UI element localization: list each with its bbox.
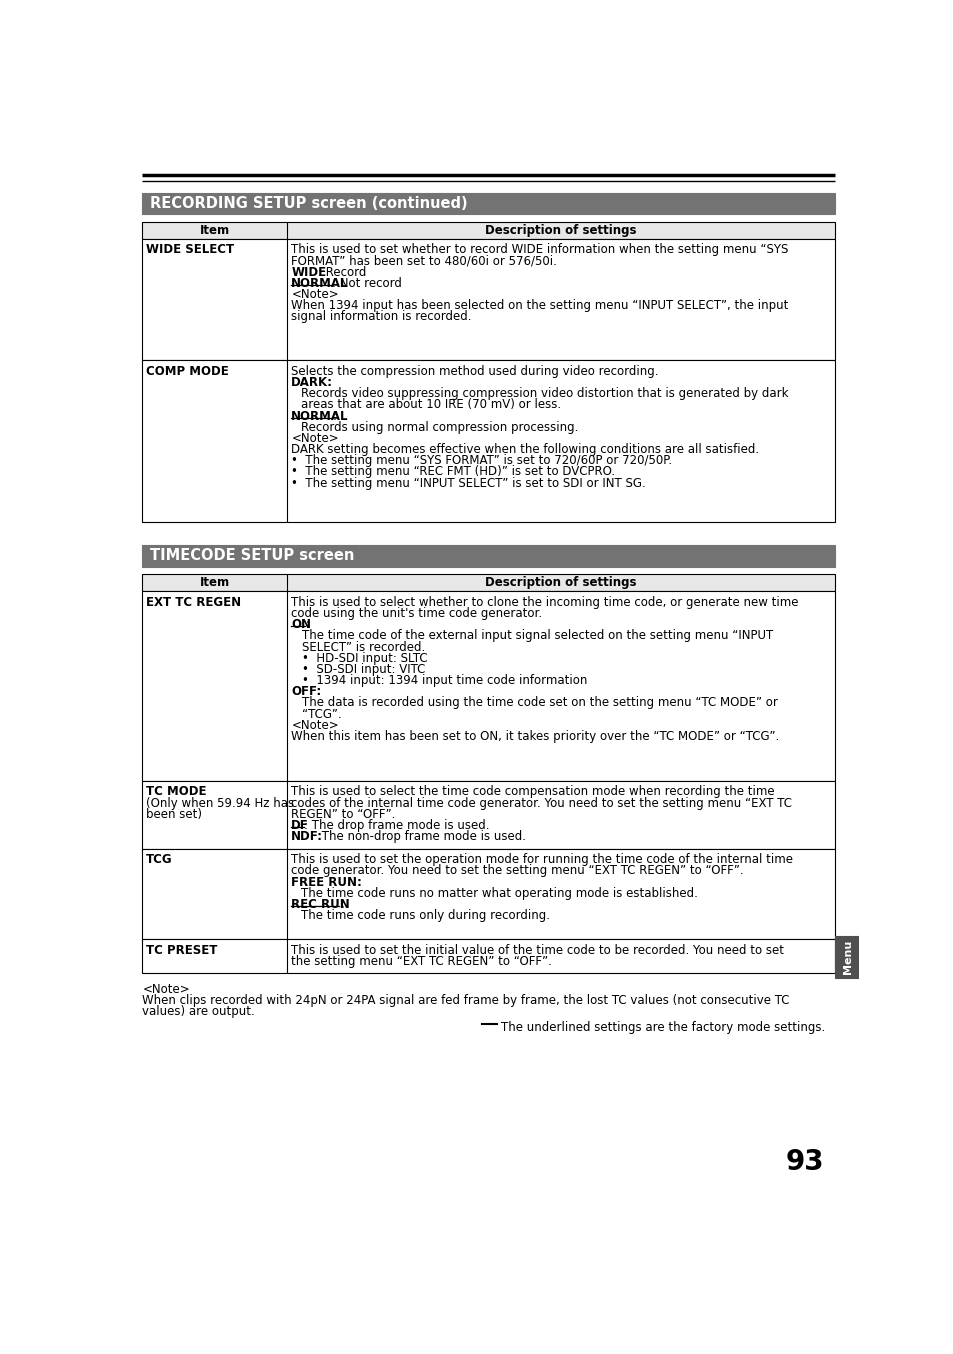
Bar — [142, 849, 835, 940]
Bar — [142, 360, 835, 523]
Text: NORMAL: NORMAL — [291, 276, 349, 290]
Text: FORMAT” has been set to 480/60i or 576/50i.: FORMAT” has been set to 480/60i or 576/5… — [291, 255, 557, 268]
Bar — [142, 222, 835, 238]
Text: <Note>: <Note> — [291, 719, 338, 731]
Text: Selects the compression method used during video recording.: Selects the compression method used duri… — [291, 366, 659, 378]
Text: ON: ON — [291, 619, 311, 631]
Bar — [142, 546, 835, 567]
Bar — [142, 238, 835, 360]
Text: Menu: Menu — [841, 940, 852, 974]
Text: OFF:: OFF: — [291, 685, 321, 699]
Text: EXT TC REGEN: EXT TC REGEN — [146, 596, 241, 609]
Text: TC MODE: TC MODE — [146, 785, 207, 799]
Text: •  The setting menu “REC FMT (HD)” is set to DVCPRO.: • The setting menu “REC FMT (HD)” is set… — [291, 466, 615, 478]
Text: When this item has been set to ON, it takes priority over the “TC MODE” or “TCG”: When this item has been set to ON, it ta… — [291, 730, 779, 743]
Text: RECORDING SETUP screen (continued): RECORDING SETUP screen (continued) — [150, 196, 467, 211]
Bar — [142, 192, 835, 214]
Text: When 1394 input has been selected on the setting menu “INPUT SELECT”, the input: When 1394 input has been selected on the… — [291, 299, 788, 313]
Text: : The drop frame mode is used.: : The drop frame mode is used. — [304, 819, 490, 831]
Text: signal information is recorded.: signal information is recorded. — [291, 310, 472, 324]
Text: •  HD-SDI input: SLTC: • HD-SDI input: SLTC — [302, 651, 427, 665]
Text: NDF:: NDF: — [291, 830, 323, 844]
Text: code using the unit's time code generator.: code using the unit's time code generato… — [291, 607, 542, 620]
Text: The time code runs only during recording.: The time code runs only during recording… — [300, 909, 549, 922]
Text: <Note>: <Note> — [291, 288, 338, 301]
Text: “TCG”.: “TCG”. — [302, 708, 341, 720]
Text: When clips recorded with 24pN or 24PA signal are fed frame by frame, the lost TC: When clips recorded with 24pN or 24PA si… — [142, 994, 789, 1006]
Bar — [142, 781, 835, 849]
Text: The time code runs no matter what operating mode is established.: The time code runs no matter what operat… — [300, 887, 697, 899]
Text: DF: DF — [291, 819, 309, 831]
Text: : Record: : Record — [317, 265, 366, 279]
Text: DARK:: DARK: — [291, 376, 333, 389]
Text: : Not record: : Not record — [332, 276, 402, 290]
Text: Records video suppressing compression video distortion that is generated by dark: Records video suppressing compression vi… — [300, 387, 787, 401]
Text: The underlined settings are the factory mode settings.: The underlined settings are the factory … — [500, 1021, 824, 1033]
Bar — [835, 936, 860, 978]
Text: NORMAL: NORMAL — [291, 410, 349, 422]
Text: code generator. You need to set the setting menu “EXT TC REGEN” to “OFF”.: code generator. You need to set the sett… — [291, 864, 743, 877]
Text: •  1394 input: 1394 input time code information: • 1394 input: 1394 input time code infor… — [302, 674, 587, 686]
Text: SELECT” is recorded.: SELECT” is recorded. — [302, 640, 425, 654]
Text: Records using normal compression processing.: Records using normal compression process… — [300, 421, 578, 433]
Text: 93: 93 — [785, 1148, 823, 1175]
Text: •  The setting menu “INPUT SELECT” is set to SDI or INT SG.: • The setting menu “INPUT SELECT” is set… — [291, 477, 645, 490]
Text: TIMECODE SETUP screen: TIMECODE SETUP screen — [150, 548, 355, 563]
Text: FREE RUN:: FREE RUN: — [291, 876, 362, 888]
Text: REGEN” to “OFF”.: REGEN” to “OFF”. — [291, 808, 395, 821]
Text: COMP MODE: COMP MODE — [146, 366, 229, 378]
Bar — [142, 940, 835, 974]
Text: TC PRESET: TC PRESET — [146, 944, 217, 957]
Text: been set): been set) — [146, 808, 202, 821]
Text: codes of the internal time code generator. You need to set the setting menu “EXT: codes of the internal time code generato… — [291, 796, 792, 810]
Bar — [142, 592, 835, 781]
Text: •  SD-SDI input: VITC: • SD-SDI input: VITC — [302, 663, 425, 676]
Text: This is used to select whether to clone the incoming time code, or generate new : This is used to select whether to clone … — [291, 596, 798, 609]
Text: <Note>: <Note> — [291, 432, 338, 445]
Text: REC RUN: REC RUN — [291, 898, 350, 911]
Text: Item: Item — [199, 223, 230, 237]
Text: DARK setting becomes effective when the following conditions are all satisfied.: DARK setting becomes effective when the … — [291, 443, 759, 456]
Text: the setting menu “EXT TC REGEN” to “OFF”.: the setting menu “EXT TC REGEN” to “OFF”… — [291, 955, 552, 968]
Text: •  The setting menu “SYS FORMAT” is set to 720/60P or 720/50P.: • The setting menu “SYS FORMAT” is set t… — [291, 455, 672, 467]
Text: WIDE SELECT: WIDE SELECT — [146, 244, 234, 256]
Text: This is used to set whether to record WIDE information when the setting menu “SY: This is used to set whether to record WI… — [291, 244, 788, 256]
Text: (Only when 59.94 Hz has: (Only when 59.94 Hz has — [146, 796, 294, 810]
Text: :: : — [340, 898, 345, 911]
Text: :: : — [306, 619, 311, 631]
Text: This is used to set the initial value of the time code to be recorded. You need : This is used to set the initial value of… — [291, 944, 783, 957]
Text: Description of settings: Description of settings — [485, 577, 636, 589]
Text: WIDE: WIDE — [291, 265, 326, 279]
Text: TCG: TCG — [146, 853, 172, 867]
Text: areas that are about 10 IRE (70 mV) or less.: areas that are about 10 IRE (70 mV) or l… — [300, 398, 560, 412]
Bar — [142, 574, 835, 592]
Text: Item: Item — [199, 577, 230, 589]
Text: The time code of the external input signal selected on the setting menu “INPUT: The time code of the external input sign… — [302, 630, 773, 643]
Text: <Note>: <Note> — [142, 983, 190, 995]
Text: The non-drop frame mode is used.: The non-drop frame mode is used. — [317, 830, 525, 844]
Text: This is used to select the time code compensation mode when recording the time: This is used to select the time code com… — [291, 785, 774, 799]
Text: values) are output.: values) are output. — [142, 1005, 255, 1018]
Text: The data is recorded using the time code set on the setting menu “TC MODE” or: The data is recorded using the time code… — [302, 696, 778, 709]
Text: :: : — [332, 410, 336, 422]
Text: Description of settings: Description of settings — [485, 223, 636, 237]
Text: This is used to set the operation mode for running the time code of the internal: This is used to set the operation mode f… — [291, 853, 793, 867]
